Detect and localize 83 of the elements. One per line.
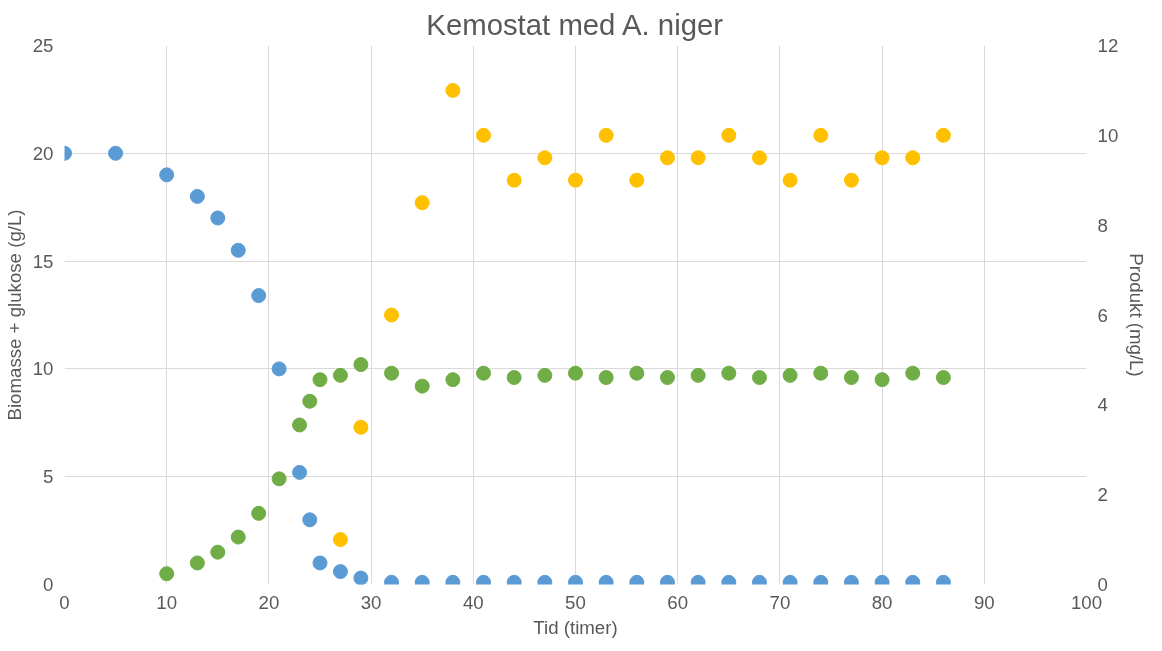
point	[210, 544, 226, 560]
point	[629, 172, 645, 188]
point	[782, 172, 798, 188]
point	[905, 150, 921, 166]
x-tick-label: 60	[667, 591, 689, 613]
point	[353, 570, 369, 585]
point	[568, 365, 583, 381]
point	[292, 464, 308, 480]
point	[905, 365, 921, 381]
point	[384, 307, 400, 323]
y2-tick-label: 12	[1097, 35, 1119, 56]
point	[230, 529, 246, 545]
point	[414, 195, 430, 211]
x-tick-label: 50	[565, 591, 586, 613]
y-tick-label: 25	[32, 35, 54, 56]
point	[629, 365, 645, 381]
y-tick-label: 0	[43, 574, 54, 595]
x-tick-label: 0	[59, 591, 70, 613]
point	[721, 365, 737, 381]
point	[230, 242, 246, 258]
point	[721, 127, 737, 143]
y-tick-label: 15	[32, 250, 54, 272]
y2-tick-label: 8	[1097, 214, 1108, 236]
point	[332, 532, 348, 548]
point	[476, 365, 492, 381]
point	[292, 417, 308, 433]
point	[251, 505, 267, 521]
y2-tick-label: 6	[1097, 304, 1108, 326]
point	[813, 365, 829, 381]
chart-title: Kemostat med A. niger	[426, 7, 724, 41]
x-tick-label: 20	[258, 591, 280, 613]
point	[251, 288, 267, 304]
point	[813, 127, 829, 143]
point	[445, 82, 461, 98]
point	[353, 357, 369, 373]
point	[506, 370, 522, 386]
point	[159, 167, 175, 183]
x-tick-label: 80	[871, 591, 893, 613]
point	[271, 471, 287, 487]
x-tick-label: 30	[360, 591, 382, 613]
point	[751, 370, 767, 386]
y2-tick-label: 4	[1097, 394, 1108, 416]
y-tick-label: 5	[43, 466, 54, 488]
point	[659, 370, 675, 386]
point	[271, 361, 287, 377]
point	[751, 150, 767, 166]
point	[935, 370, 951, 386]
point	[210, 210, 226, 226]
y-tick-label: 10	[32, 358, 54, 380]
y2-tick-label: 10	[1097, 124, 1119, 146]
point	[874, 372, 890, 388]
point	[843, 172, 859, 188]
y2-tick-label: 2	[1097, 484, 1108, 506]
point	[782, 367, 798, 383]
y-axis-title: Biomasse + glukose (g/L)	[3, 209, 25, 421]
point	[537, 150, 553, 166]
point	[353, 419, 369, 435]
point	[843, 370, 859, 386]
point	[874, 150, 890, 166]
x-axis-title: Tid (timer)	[533, 616, 618, 638]
point	[312, 372, 328, 388]
point	[384, 365, 400, 381]
point	[506, 172, 522, 188]
y2-axis-title: Produkt (mg/L)	[1126, 253, 1148, 377]
x-tick-label: 10	[156, 591, 178, 613]
point	[690, 150, 706, 166]
point	[476, 127, 492, 143]
point	[414, 378, 430, 394]
y-tick-label: 20	[32, 142, 54, 164]
point	[302, 393, 318, 409]
point	[935, 127, 951, 143]
x-tick-label: 40	[462, 591, 484, 613]
point	[690, 367, 706, 383]
point	[598, 127, 614, 143]
point	[537, 367, 553, 383]
x-tick-label: 90	[973, 591, 995, 613]
point	[332, 367, 348, 383]
point	[659, 150, 675, 166]
point	[568, 172, 583, 188]
x-tick-label: 70	[769, 591, 791, 613]
point	[598, 370, 614, 386]
point	[445, 372, 461, 388]
point	[302, 512, 318, 528]
